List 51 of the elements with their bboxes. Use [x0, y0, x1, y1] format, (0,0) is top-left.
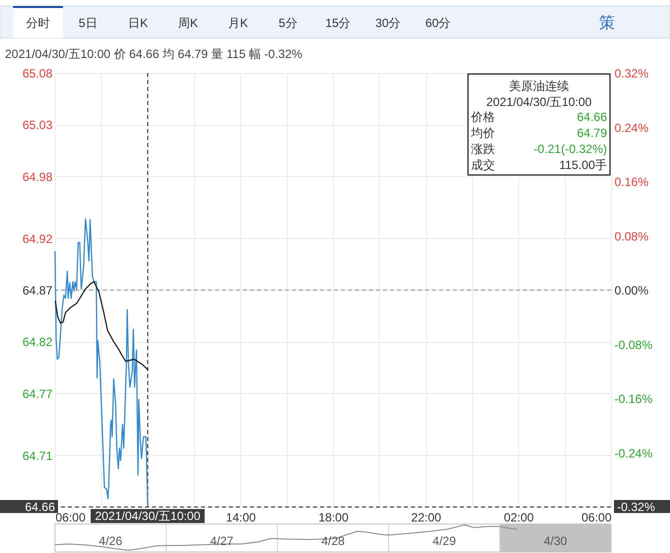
- text: 策: [599, 14, 615, 32]
- y-tick-label: 64.71: [22, 448, 53, 463]
- text: 分时: [26, 16, 50, 30]
- y2-tick-label: -0.08%: [614, 338, 653, 352]
- chart-subtitle: 2021/04/30/五10:00 价 64.66 均 64.79 量 115 幅 -0.32%: [5, 47, 303, 61]
- x-tick-label: 18:00: [318, 510, 349, 524]
- annotation: 均价: [470, 126, 495, 140]
- text: 周K: [178, 16, 198, 30]
- text: 15分: [325, 16, 351, 30]
- y-tick-label: 65.03: [22, 118, 53, 132]
- line-series: [54, 281, 148, 370]
- x-tick-label: 4/30: [544, 534, 568, 548]
- annotation: -0.21(-0.32%): [534, 142, 607, 156]
- annotation: 64.66: [24, 500, 56, 514]
- y2-tick-label: 0.24%: [614, 120, 649, 135]
- x-tick-label: 06:00: [56, 510, 86, 524]
- line-series: [54, 218, 148, 508]
- annotation: 115.00手: [559, 158, 607, 172]
- x-tick-label: 4/26: [98, 534, 123, 548]
- annotation: 64.79: [576, 126, 608, 140]
- y2-tick-label: 0.32%: [614, 66, 649, 80]
- text: 月K: [228, 16, 248, 30]
- y-tick-label: 64.92: [22, 232, 53, 246]
- text: 60分: [425, 16, 451, 30]
- text: 30分: [375, 16, 401, 30]
- annotation: 64.66: [576, 110, 608, 124]
- annotation: 涨跌: [471, 142, 495, 156]
- x-tick-label: 22:00: [411, 510, 442, 524]
- y-tick-label: 64.82: [22, 335, 53, 350]
- y2-tick-label: 0.16%: [614, 175, 649, 189]
- text: 5日: [78, 16, 98, 30]
- ref-line-label: -0.32%: [617, 500, 656, 514]
- x-tick-label: 14:00: [226, 510, 256, 524]
- y-tick-label: 64.77: [22, 386, 53, 401]
- y2-tick-label: -0.24%: [614, 446, 653, 460]
- annotation: 成交: [471, 158, 495, 172]
- y2-tick-label: -0.16%: [614, 392, 653, 406]
- x-tick-label: 06:00: [581, 510, 612, 524]
- y-tick-label: 64.87: [22, 284, 53, 298]
- text: 日K: [128, 16, 148, 30]
- annotation: 2021/04/30/五10:00: [486, 95, 592, 109]
- ref-line-label: 2021/04/30/五10:00: [94, 509, 201, 523]
- y-tick-label: 64.98: [22, 170, 53, 184]
- y-tick-label: 65.08: [22, 66, 53, 80]
- annotation: 价格: [470, 110, 495, 124]
- x-tick-label: 4/29: [432, 534, 456, 548]
- text: 5分: [278, 16, 298, 30]
- annotation: 美原油连续: [509, 79, 569, 93]
- x-tick-label: 02:00: [504, 510, 534, 524]
- y2-tick-label: 0.08%: [614, 229, 649, 244]
- y2-tick-label: 0.00%: [614, 284, 649, 298]
